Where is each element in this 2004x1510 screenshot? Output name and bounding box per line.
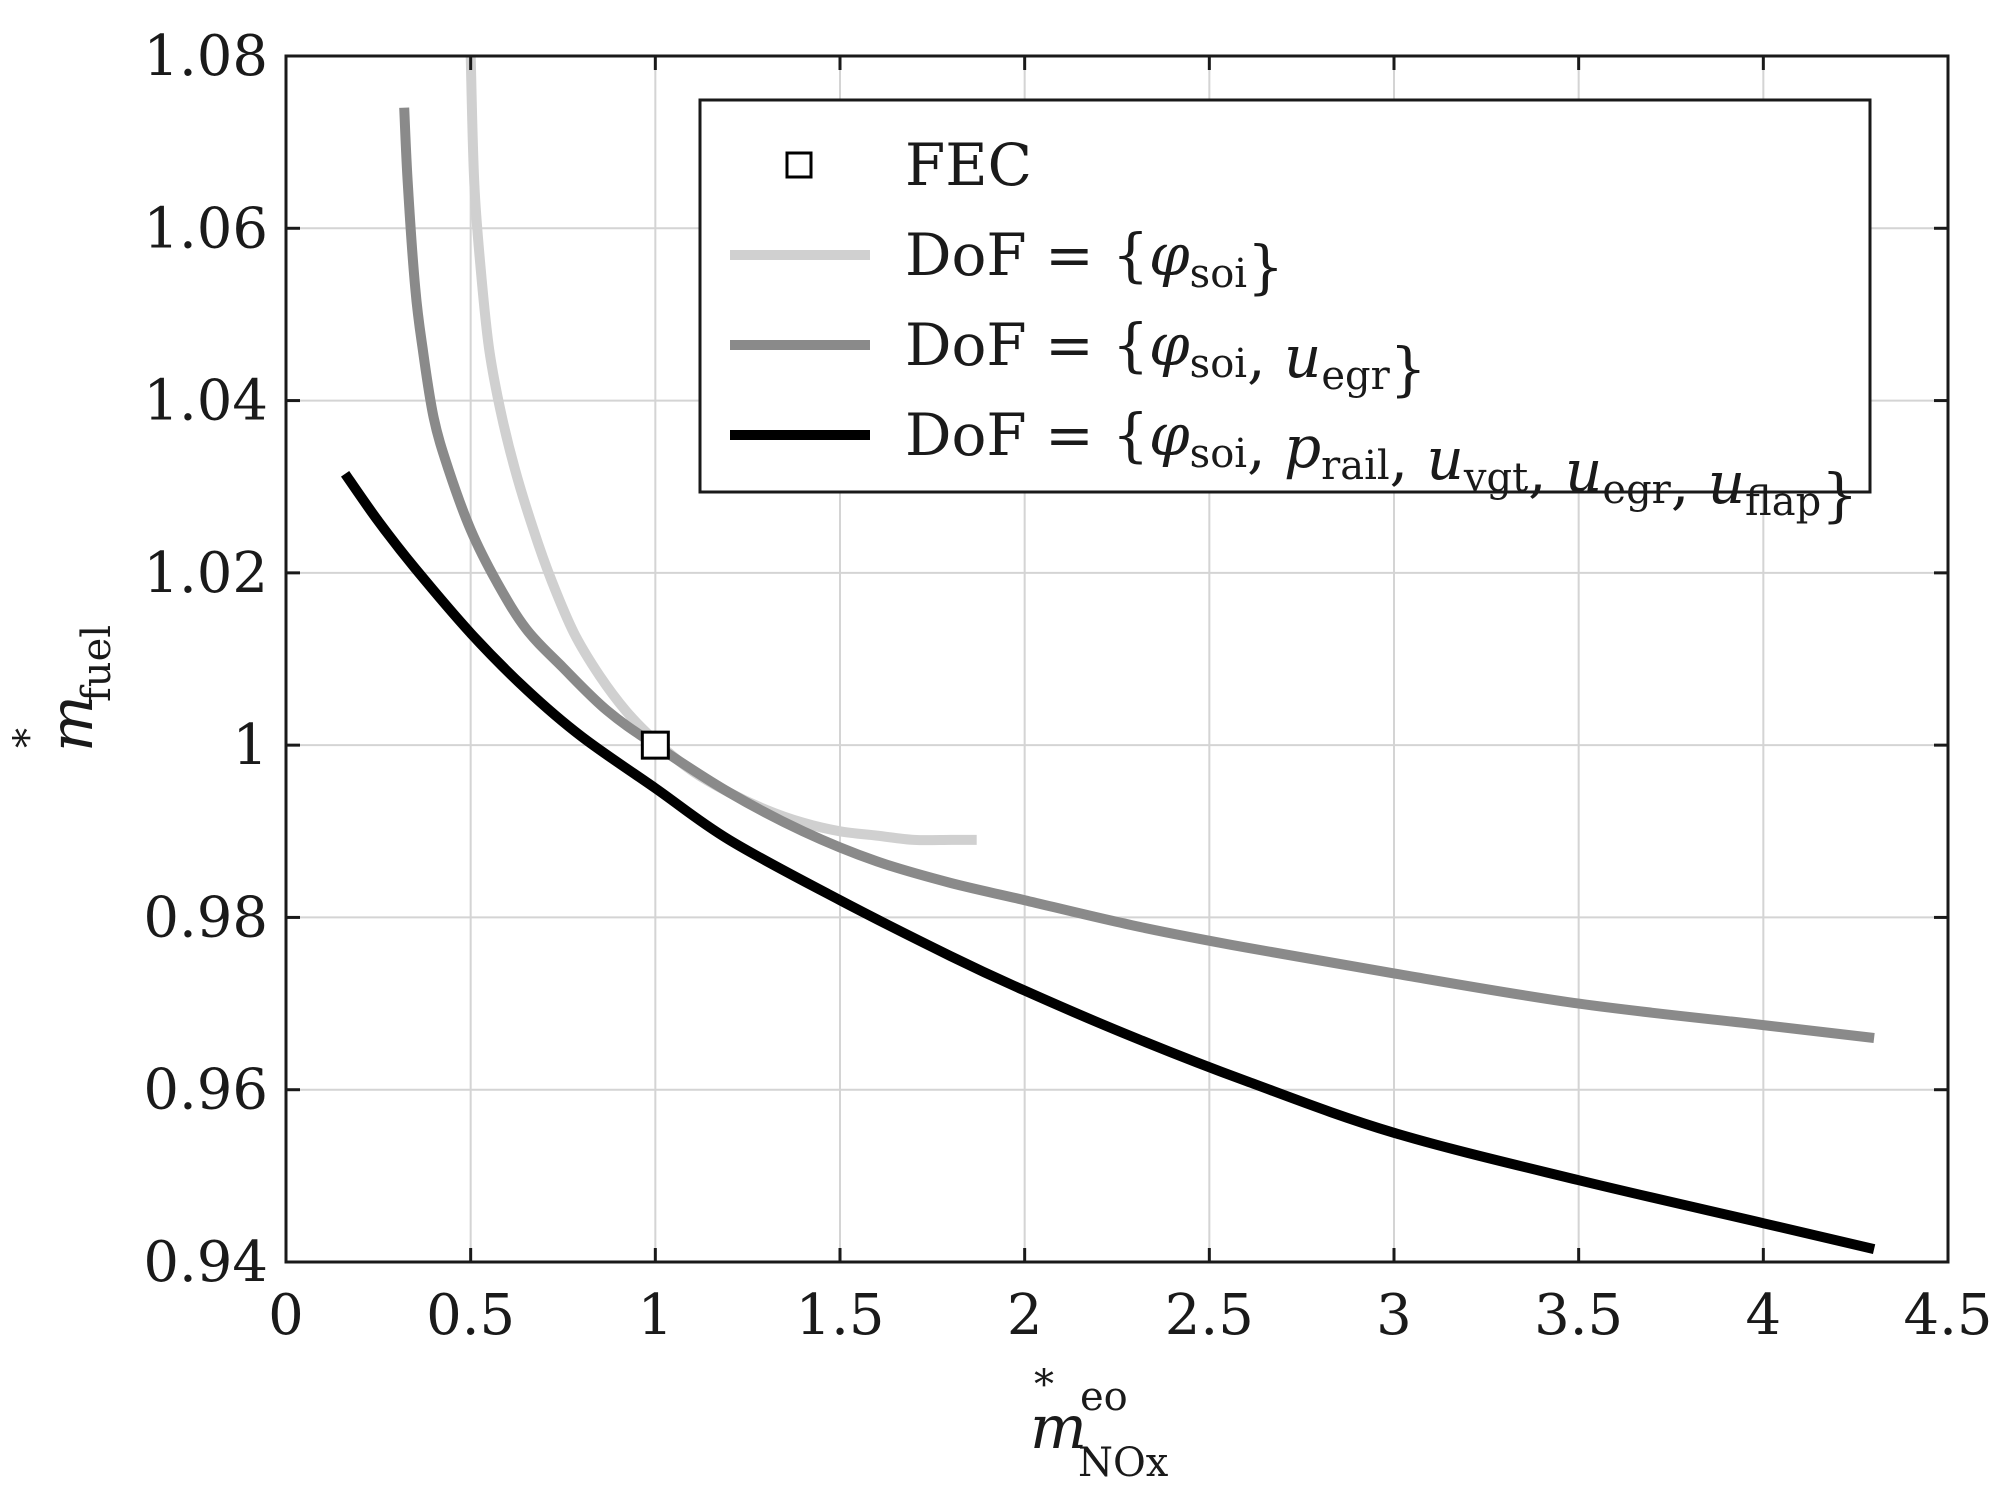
series-line-soi [465, 55, 977, 846]
x-tick-label: 4 [1746, 1283, 1782, 1348]
x-tick-label: 2.5 [1165, 1283, 1254, 1348]
fec-layer [640, 730, 670, 760]
legend-label-soi: DoF = {φsoi} [905, 221, 1284, 301]
x-tick-label: 1.5 [795, 1283, 884, 1348]
x-axis-label-accent: * [1034, 1362, 1054, 1408]
y-tick-label: 0.98 [143, 885, 268, 950]
legend-label-soi-egr: DoF = {φsoi, uegr} [905, 311, 1427, 403]
y-tick-label: 1.04 [143, 369, 268, 434]
legend-label-fec: FEC [905, 131, 1032, 199]
y-tick-label: 0.96 [143, 1058, 268, 1123]
x-axis-label-main: m [1030, 1393, 1087, 1463]
y-axis-label-main: m [37, 695, 107, 752]
series-line-all-dof [340, 470, 1876, 1254]
series-layer [340, 55, 1876, 1254]
y-tick-label: 1.02 [143, 541, 268, 606]
x-axis-label: m* eo NOx [1030, 1362, 1169, 1486]
x-axis-label-sup: eo [1080, 1374, 1128, 1420]
y-axis-label: m* fuel [6, 625, 120, 752]
x-tick-label: 0.5 [426, 1283, 515, 1348]
legend-label-all-dof: DoF = {φsoi, prail, uvgt, uegr, uflap} [905, 401, 1858, 529]
y-tick-label: 1.06 [143, 196, 268, 261]
plot-frame [284, 54, 1950, 1264]
x-tick-label: 1 [638, 1283, 674, 1348]
y-tick-label: 1.08 [143, 24, 268, 89]
series-line-soi-egr [399, 107, 1875, 1043]
y-axis-label-accent: * [6, 728, 52, 748]
y-tick-label: 1 [232, 713, 268, 778]
legend-fec-marker [785, 151, 813, 179]
tick-labels: 0 0.5 1 1.5 2 2.5 3 3.5 4 4.5 0.94 0.96 0.98 1 1.02 1.0… [143, 24, 1992, 1348]
x-tick-label: 4.5 [1903, 1283, 1992, 1348]
legend-box [698, 98, 1872, 494]
x-tick-label: 2 [1007, 1283, 1043, 1348]
y-axis-label-sub: fuel [74, 625, 120, 702]
x-tick-label: 3.5 [1534, 1283, 1623, 1348]
fec-marker [640, 730, 670, 760]
legend: FEC DoF = {φsoi} DoF = {φsoi, uegr}DoF = {… [698, 98, 1872, 529]
x-tick-label: 0 [268, 1283, 304, 1348]
ticks [284, 54, 1950, 1264]
x-axis-label-sub: NOx [1078, 1440, 1169, 1486]
x-tick-label: 3 [1376, 1283, 1412, 1348]
y-tick-label: 0.94 [143, 1230, 268, 1295]
